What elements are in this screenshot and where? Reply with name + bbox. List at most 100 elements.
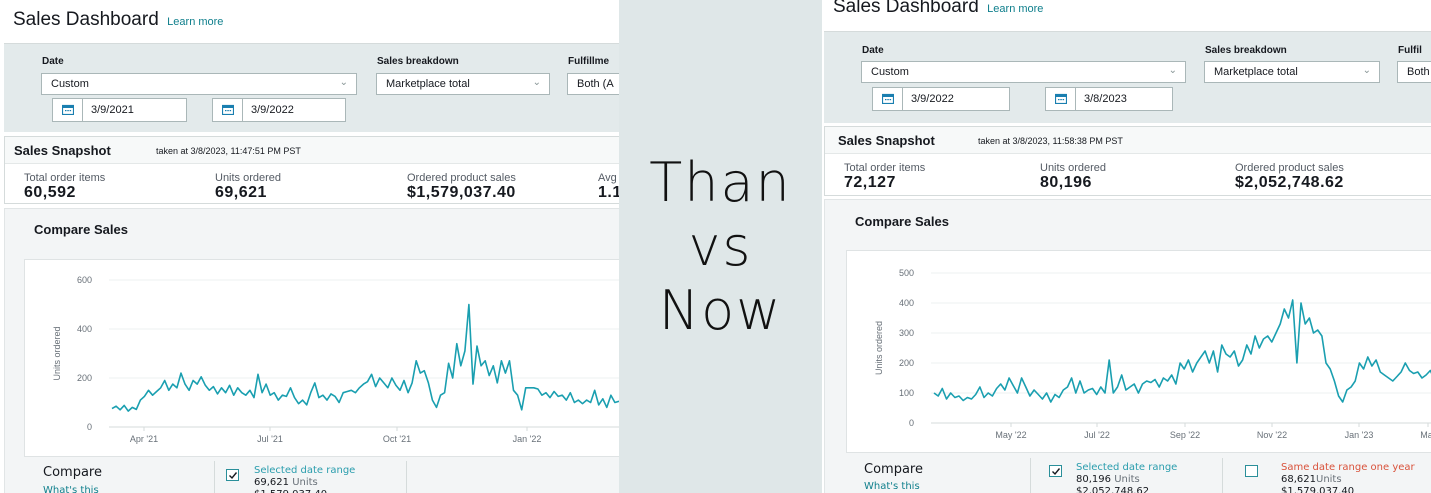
snapshot-title: Sales Snapshot	[838, 133, 935, 148]
units-value: 80,196	[1076, 474, 1111, 485]
svg-text:200: 200	[899, 358, 914, 368]
svg-text:Mar: Mar	[1420, 430, 1431, 440]
dashboard-panel-now: Sales Dashboard Learn more Date Custom ⌄…	[822, 0, 1431, 493]
units-ordered-chart: 0 200 400 600 Apr '21 Jul '21 Oct '21 Jan '22 Un…	[24, 259, 619, 457]
units-label: Units	[1316, 474, 1342, 485]
sales-snapshot: Sales Snapshot taken at 3/8/2023, 11:58:…	[824, 126, 1431, 196]
chevron-down-icon: ⌄	[1168, 65, 1177, 76]
svg-text:400: 400	[77, 324, 92, 334]
metric-value: 80,196	[1040, 174, 1092, 191]
divider-word-now: Now	[658, 278, 783, 342]
metric-value: $1,579,037.40	[407, 184, 516, 201]
divider	[1222, 458, 1223, 493]
chevron-down-icon: ⌄	[532, 77, 541, 88]
selected-range-sales: $1,579,037.40	[254, 489, 327, 493]
sales-snapshot: Sales Snapshot taken at 3/8/2023, 11:47:…	[4, 136, 619, 204]
date-label: Date	[862, 45, 884, 56]
metric-label: Total order items	[24, 172, 106, 184]
calendar-icon[interactable]	[1046, 88, 1076, 110]
whats-this-link[interactable]: What's this	[43, 485, 99, 493]
date-range-select[interactable]: Custom ⌄	[861, 61, 1186, 83]
metric-label: Units ordered	[215, 172, 282, 184]
metric-value: 60,592	[24, 184, 76, 201]
snapshot-header: Sales Snapshot taken at 3/8/2023, 11:58:…	[825, 127, 1431, 154]
selected-range-label: Selected date range	[1076, 462, 1178, 473]
svg-text:300: 300	[899, 328, 914, 338]
selected-range-label: Selected date range	[254, 465, 356, 476]
line-chart: 0 100 200 300 400 500 May '22 Jul '22 Sep '22 Nov…	[874, 268, 1431, 440]
prior-year-checkbox[interactable]	[1245, 465, 1258, 477]
snapshot-header: Sales Snapshot taken at 3/8/2023, 11:47:…	[5, 137, 619, 164]
metric-value: 1.1	[598, 184, 619, 201]
metric-label: Total order items	[844, 162, 926, 174]
metric-label: Ordered product sales	[1235, 162, 1344, 174]
prior-year-label: Same date range one year	[1281, 462, 1415, 473]
compare-sales-section: Compare Sales 0 100 200 300 400 500 May '22 Jul…	[824, 199, 1431, 493]
fulfillment-value: Both	[1407, 66, 1430, 78]
metric-label: Ordered product sales	[407, 172, 516, 184]
snapshot-timestamp: taken at 3/8/2023, 11:47:51 PM PST	[156, 146, 301, 156]
metric-label: Units ordered	[1040, 162, 1107, 174]
prior-year-sales: $1,579,037.40	[1281, 486, 1355, 493]
selected-range-units: 80,196 Units	[1076, 474, 1140, 486]
svg-text:May '22: May '22	[995, 430, 1026, 440]
divider	[214, 461, 215, 493]
units-value: 68,621	[1281, 474, 1316, 485]
fulfillment-select[interactable]: Both (A	[567, 73, 619, 95]
units-value: 69,621	[254, 477, 289, 488]
sales-breakdown-value: Marketplace total	[1214, 66, 1298, 78]
sales-breakdown-label: Sales breakdown	[1205, 45, 1287, 56]
sales-breakdown-label: Sales breakdown	[377, 56, 459, 67]
svg-text:Jan '23: Jan '23	[1345, 430, 1374, 440]
metric-value: 69,621	[215, 184, 267, 201]
date-range-value: Custom	[871, 66, 909, 78]
date-range-select[interactable]: Custom ⌄	[41, 73, 357, 95]
dashboard-header: Sales Dashboard Learn more	[13, 9, 223, 31]
metric-value: 72,127	[844, 174, 896, 191]
start-date-value: 3/9/2022	[911, 93, 954, 105]
selected-range-sales: $2,052,748.62	[1076, 486, 1150, 493]
sales-breakdown-select[interactable]: Marketplace total ⌄	[376, 73, 550, 95]
dashboard-header: Sales Dashboard Learn more	[833, 0, 1043, 18]
metric-avg: Avg 1.1	[598, 172, 619, 201]
sales-breakdown-value: Marketplace total	[386, 78, 470, 90]
start-date-input[interactable]: 3/9/2021	[52, 98, 187, 122]
selected-range-checkbox[interactable]	[226, 469, 239, 481]
metric-units-ordered: Units ordered 69,621	[215, 172, 281, 201]
whats-this-link[interactable]: What's this	[864, 481, 920, 492]
sales-breakdown-select[interactable]: Marketplace total ⌄	[1204, 61, 1380, 83]
svg-text:Sep '22: Sep '22	[1170, 430, 1200, 440]
divider	[406, 461, 407, 493]
calendar-icon[interactable]	[213, 99, 243, 121]
selected-range-checkbox[interactable]	[1049, 465, 1062, 477]
metric-total-order-items: Total order items 60,592	[24, 172, 105, 201]
prior-year-units: 68,621Units	[1281, 474, 1342, 486]
date-range-value: Custom	[51, 78, 89, 90]
svg-text:Units ordered: Units ordered	[874, 321, 884, 375]
fulfillment-label: Fulfillme	[568, 56, 610, 67]
fulfillment-select[interactable]: Both	[1397, 61, 1431, 83]
calendar-icon[interactable]	[53, 99, 83, 121]
compare-sales-title: Compare Sales	[34, 222, 128, 237]
metric-total-order-items: Total order items 72,127	[844, 162, 925, 191]
svg-text:Units ordered: Units ordered	[52, 326, 62, 380]
end-date-input[interactable]: 3/9/2022	[212, 98, 346, 122]
date-label: Date	[42, 56, 64, 67]
svg-text:Apr '21: Apr '21	[130, 434, 158, 444]
fulfillment-value: Both (A	[577, 78, 614, 90]
page-title: Sales Dashboard	[13, 9, 159, 30]
divider-word-vs: vs	[688, 214, 753, 278]
svg-text:200: 200	[77, 373, 92, 383]
start-date-input[interactable]: 3/9/2022	[872, 87, 1010, 111]
chevron-down-icon: ⌄	[339, 77, 348, 88]
calendar-icon[interactable]	[873, 88, 903, 110]
filters-bar: Date Custom ⌄ 3/9/2021 3/9/2022 Sales br…	[4, 43, 619, 132]
learn-more-link[interactable]: Learn more	[167, 16, 224, 28]
start-date-value: 3/9/2021	[91, 104, 134, 116]
filters-bar: Date Custom ⌄ 3/9/2022 3/8/2023 Sales br…	[824, 31, 1431, 123]
learn-more-link[interactable]: Learn more	[987, 3, 1044, 15]
svg-text:400: 400	[899, 298, 914, 308]
divider-word-then: Than	[649, 150, 792, 214]
end-date-input[interactable]: 3/8/2023	[1045, 87, 1173, 111]
snapshot-title: Sales Snapshot	[14, 143, 111, 158]
